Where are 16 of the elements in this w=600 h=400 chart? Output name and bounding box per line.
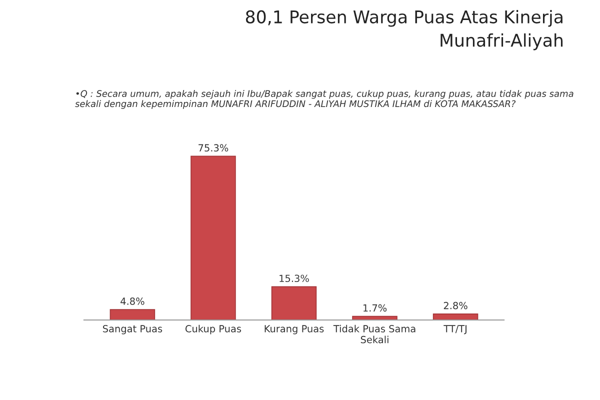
data-label: 15.3%: [280, 274, 309, 282]
chart-title: 80,1 Persen Warga Puas Atas Kinerja Munafri-Aliyah: [246, 10, 563, 50]
x-tick-label: TT/TJ: [444, 325, 466, 334]
bar: [271, 286, 317, 320]
bar: [432, 313, 478, 320]
data-label: 4.8%: [120, 298, 144, 305]
data-label: 2.8%: [444, 302, 468, 310]
data-label: 75.3%: [198, 144, 228, 152]
x-tick-label: Tidak Puas Sama Sekali: [333, 324, 416, 344]
x-tick-label: Kurang Puas: [264, 325, 324, 334]
data-label: 1.7%: [363, 304, 387, 312]
bar: [190, 156, 236, 320]
chart-subtitle: •Q : Secara umum, apakah sejauh ini Ibu/Bapak sangat puas, cukup puas, kurang puas, atau tidak puas sama sekali dengan kepemimpinan MUNAFRI ARIFUDDIN - ALIYAH MUSTIKA ILHAM di KOTA MAKASSAR?: [75, 90, 574, 109]
bar: [110, 309, 156, 320]
x-tick-label: Sangat Puas: [103, 325, 162, 334]
x-tick-label: Cukup Puas: [185, 324, 242, 334]
